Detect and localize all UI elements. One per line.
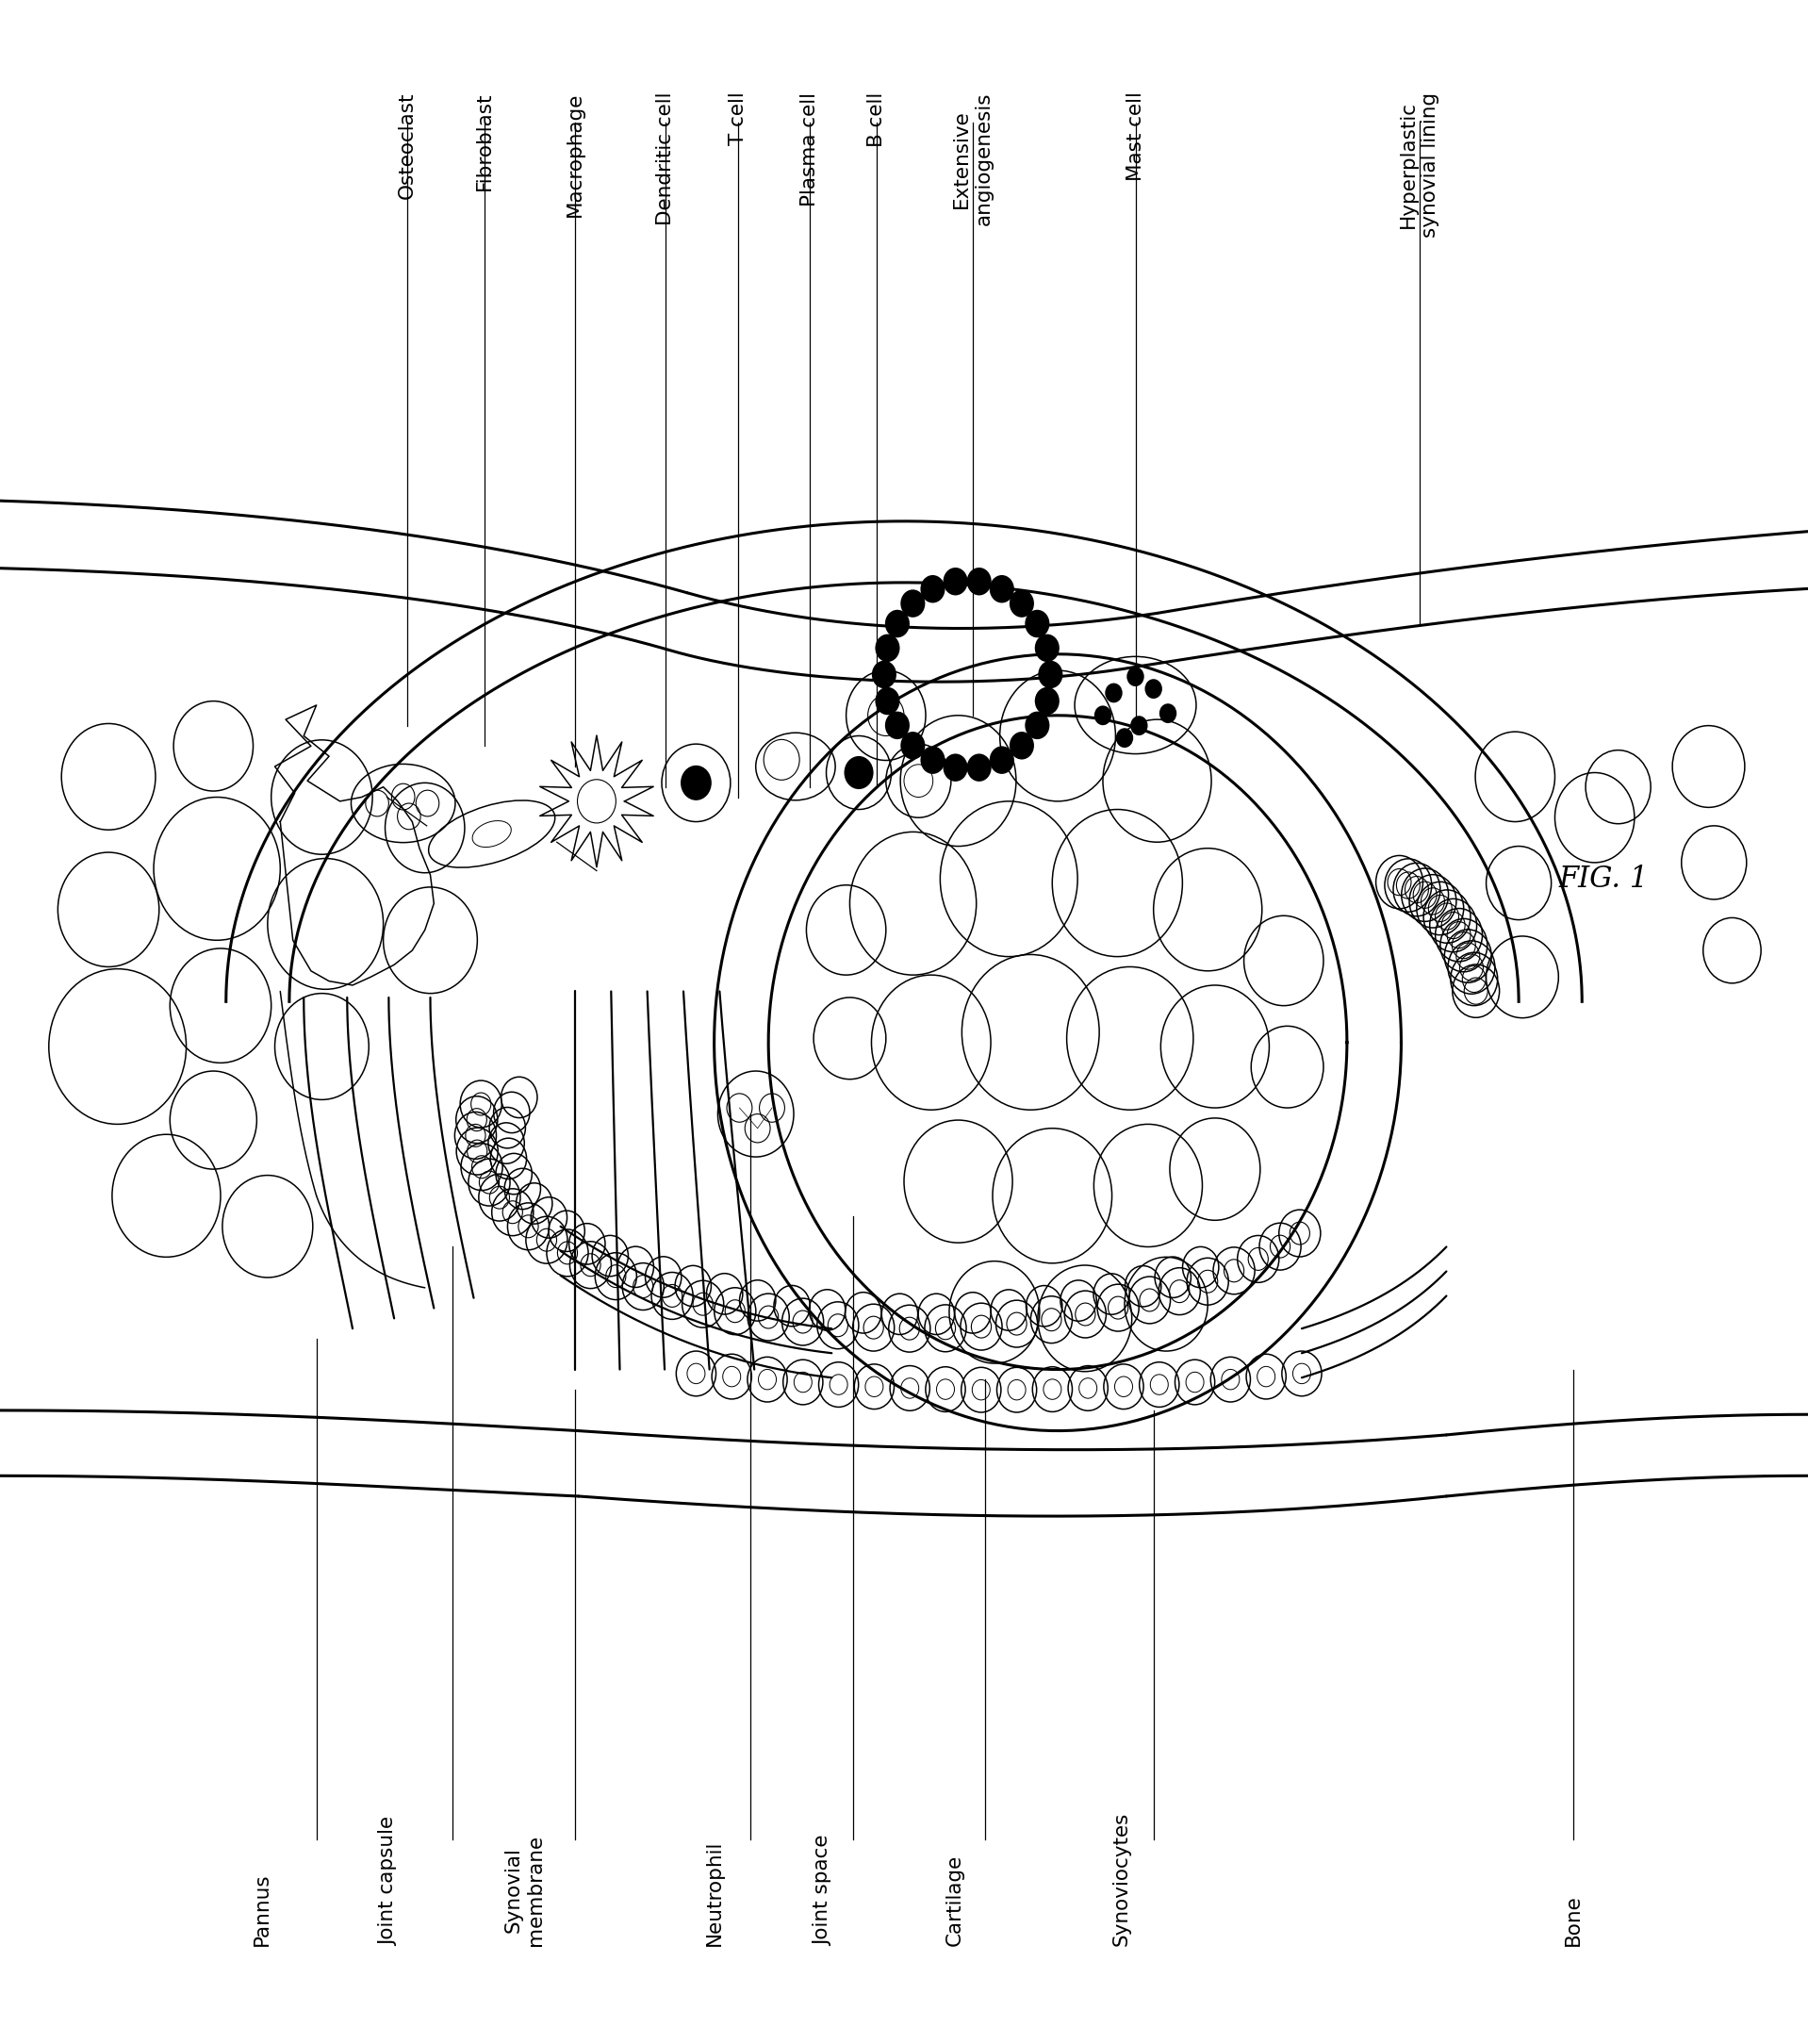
Circle shape [886, 609, 909, 638]
Circle shape [900, 732, 926, 760]
Text: Hyperplastic
synovial lining: Hyperplastic synovial lining [1399, 92, 1439, 237]
Circle shape [1025, 711, 1049, 740]
Text: Osteoclast: Osteoclast [398, 92, 416, 198]
Circle shape [875, 687, 900, 715]
Text: Fibroblast: Fibroblast [476, 92, 494, 190]
Text: Joint space: Joint space [814, 1836, 832, 1946]
Text: Synoviocytes: Synoviocytes [1112, 1811, 1130, 1946]
Text: Joint capsule: Joint capsule [380, 1817, 398, 1946]
Circle shape [1034, 687, 1059, 715]
Circle shape [1144, 679, 1163, 699]
Circle shape [1116, 728, 1134, 748]
Circle shape [1094, 705, 1112, 726]
Circle shape [1034, 634, 1059, 662]
Text: T cell: T cell [729, 92, 747, 145]
Text: B cell: B cell [868, 92, 886, 147]
Circle shape [989, 574, 1014, 603]
Circle shape [680, 764, 712, 801]
Text: Extensive
angiogenesis: Extensive angiogenesis [953, 92, 993, 225]
Text: Neutrophil: Neutrophil [705, 1840, 723, 1946]
Circle shape [844, 756, 873, 789]
Circle shape [920, 574, 946, 603]
Circle shape [989, 746, 1014, 775]
Circle shape [871, 660, 897, 689]
Circle shape [1130, 715, 1148, 736]
Circle shape [900, 589, 926, 617]
Circle shape [920, 746, 946, 775]
Circle shape [1025, 609, 1049, 638]
Text: FIG. 1: FIG. 1 [1558, 865, 1649, 893]
Text: Pannus: Pannus [253, 1872, 271, 1946]
Circle shape [944, 568, 967, 595]
Circle shape [1159, 703, 1177, 724]
Text: Macrophage: Macrophage [566, 92, 584, 217]
Circle shape [1126, 666, 1144, 687]
Circle shape [1105, 683, 1123, 703]
Circle shape [944, 754, 967, 781]
Text: Synovial
membrane: Synovial membrane [504, 1836, 544, 1946]
Text: Bone: Bone [1564, 1895, 1582, 1946]
Text: Mast cell: Mast cell [1126, 92, 1144, 182]
Text: Plasma cell: Plasma cell [801, 92, 819, 206]
Circle shape [875, 634, 900, 662]
Circle shape [967, 568, 991, 595]
Circle shape [1009, 732, 1034, 760]
Circle shape [967, 754, 991, 781]
Circle shape [886, 711, 909, 740]
Circle shape [1009, 589, 1034, 617]
Circle shape [1038, 660, 1063, 689]
Text: Cartilage: Cartilage [946, 1854, 964, 1946]
Text: Dendritic cell: Dendritic cell [656, 92, 674, 225]
